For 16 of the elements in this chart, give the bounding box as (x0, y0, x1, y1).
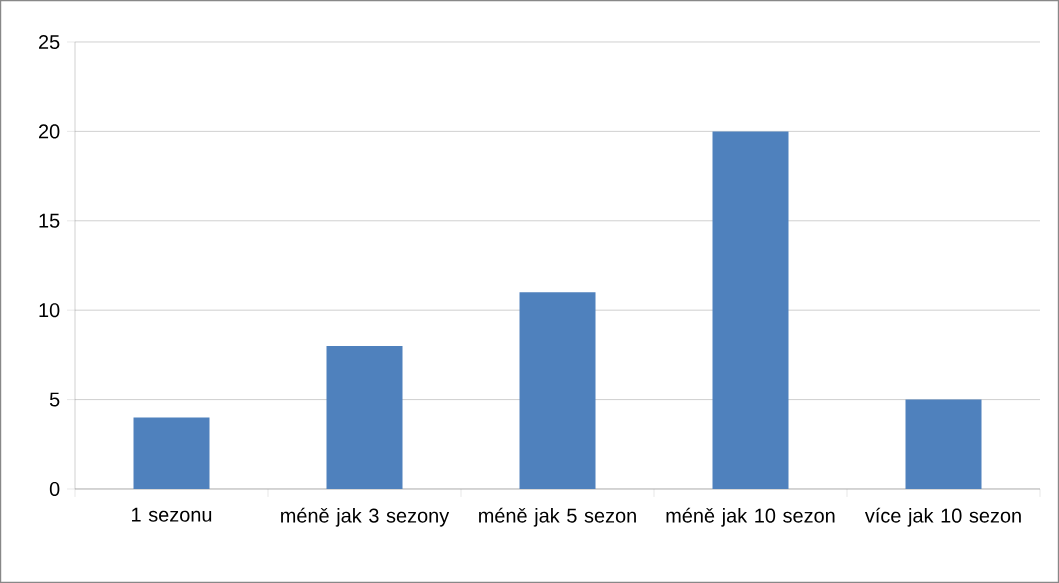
x-tick-label: méně jak 10 sezon (666, 507, 835, 527)
bar (326, 345, 403, 489)
bar (712, 131, 789, 489)
y-tick-label: 5 (49, 392, 60, 407)
bar (905, 399, 982, 489)
x-tick-label: méně jak 3 sezony (281, 507, 450, 527)
y-tick-label: 0 (49, 481, 60, 497)
bar (519, 292, 596, 489)
x-tick-label: 1 sezonu (132, 507, 212, 522)
x-tick-label: více jak 10 sezon (864, 507, 1021, 527)
y-tick-label: 25 (39, 34, 60, 50)
bar (133, 417, 210, 489)
y-tick-label: 15 (39, 213, 60, 228)
x-tick-label: méně jak 5 sezon (479, 507, 636, 527)
y-tick-label: 10 (39, 303, 60, 318)
y-tick-label: 20 (39, 124, 60, 139)
